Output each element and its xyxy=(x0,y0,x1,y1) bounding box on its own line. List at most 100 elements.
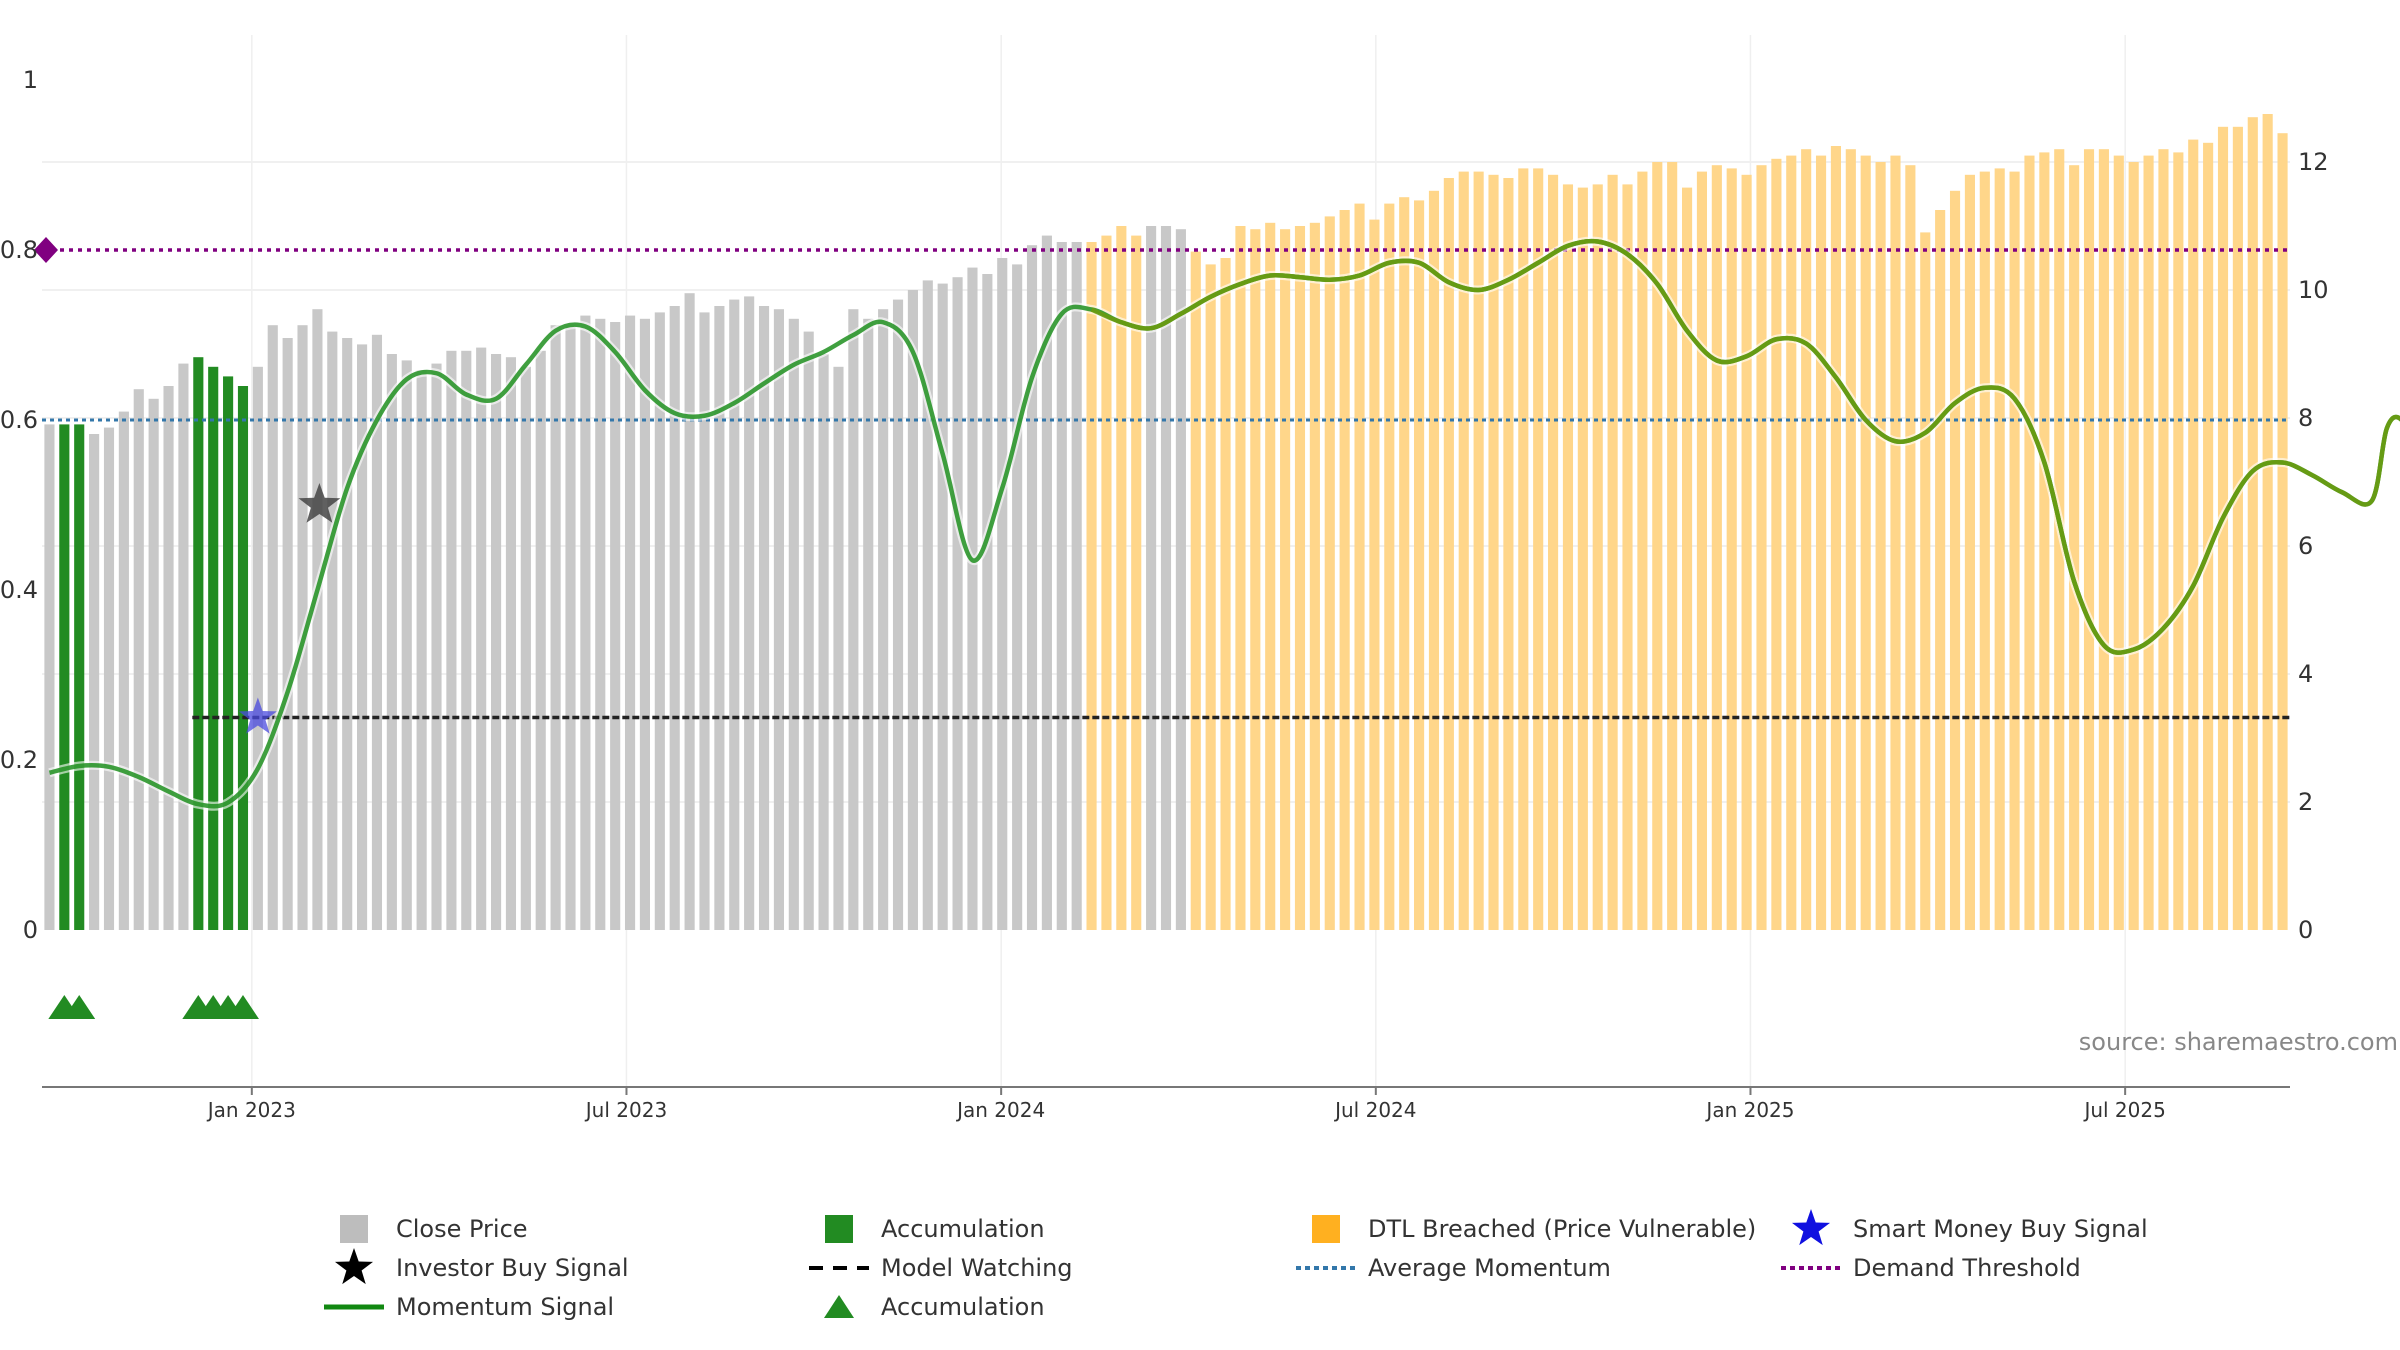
dtl-breached-bar xyxy=(1414,200,1425,930)
close-price-bar xyxy=(44,424,55,930)
dtl-breached-bar xyxy=(2009,171,2020,931)
x-tick-label: Jul 2024 xyxy=(1333,1098,1416,1122)
gray-square-icon xyxy=(340,1215,368,1243)
dtl-breached-bar xyxy=(1488,174,1499,931)
close-price-bar xyxy=(535,350,546,930)
close-price-bar xyxy=(773,309,784,930)
close-price-bar xyxy=(401,360,412,930)
dtl-breached-bar xyxy=(2128,162,2139,930)
dtl-breached-bar xyxy=(2069,165,2080,930)
right-tick-label: 2 xyxy=(2298,788,2313,816)
close-price-bar xyxy=(699,312,710,930)
legend-label: Close Price xyxy=(396,1215,528,1243)
close-price-bar xyxy=(505,357,517,930)
x-tick-label: Jul 2023 xyxy=(584,1098,667,1122)
close-price-bar xyxy=(595,318,606,930)
dtl-breached-bar xyxy=(2173,152,2184,930)
momentum-signal-line-dtl xyxy=(1090,238,2400,655)
close-price-bar xyxy=(103,427,115,930)
legend-item: Model Watching xyxy=(809,1254,1073,1282)
legend-item: Average Momentum xyxy=(1296,1254,1611,1282)
close-price-bar xyxy=(818,354,829,930)
dtl-breached-bar xyxy=(1190,251,1201,931)
close-price-bar xyxy=(1175,229,1186,930)
accumulation-bar xyxy=(208,366,219,930)
close-price-bar xyxy=(327,331,338,931)
dtl-breached-bar xyxy=(1920,232,1931,930)
close-price-bar xyxy=(803,331,814,931)
accumulation-bar xyxy=(74,424,85,930)
dtl-breached-bar xyxy=(2024,155,2035,931)
legend-item: Close Price xyxy=(340,1215,528,1243)
dtl-breached-bar xyxy=(1533,168,1544,930)
close-price-bar xyxy=(907,290,918,930)
dtl-breached-bar xyxy=(1652,162,1663,930)
dtl-breached-bar xyxy=(1577,187,1588,931)
dtl-breached-bar xyxy=(1458,171,1469,931)
dtl-breached-bar xyxy=(2217,126,2229,931)
close-price-bar xyxy=(952,277,963,930)
dtl-breached-bar xyxy=(1875,162,1886,930)
close-price-bar xyxy=(937,283,948,931)
dtl-breached-bar xyxy=(1696,171,1708,931)
left-tick-label: 0 xyxy=(23,916,38,944)
dtl-breached-bar xyxy=(1294,226,1306,930)
dtl-breached-bar xyxy=(2098,149,2109,930)
left-tick-label: 0.8 xyxy=(0,236,38,264)
dtl-breached-bar xyxy=(2158,149,2169,930)
x-tick-label: Jan 2023 xyxy=(206,1098,296,1122)
x-tick-label: Jan 2025 xyxy=(1704,1098,1794,1122)
close-price-bar xyxy=(461,350,472,930)
dtl-breached-bar xyxy=(1949,190,1961,931)
dtl-breached-bar xyxy=(2277,133,2288,930)
dtl-breached-bar xyxy=(1428,190,1440,931)
dtl-breached-bar xyxy=(1220,258,1231,930)
black-star-icon xyxy=(334,1248,374,1285)
dtl-breached-bar xyxy=(1607,174,1618,931)
dtl-breached-bar xyxy=(2083,149,2095,930)
close-price-bar xyxy=(446,350,457,930)
orange-square-icon xyxy=(1312,1215,1340,1243)
legend-item: Smart Money Buy Signal xyxy=(1791,1209,2148,1246)
dtl-breached-bar xyxy=(1786,155,1797,931)
close-price-bar xyxy=(967,267,978,931)
dtl-breached-bar xyxy=(1637,171,1648,931)
dtl-breached-bar xyxy=(1622,184,1633,930)
left-tick-label: 0.2 xyxy=(0,746,38,774)
close-price-bar xyxy=(892,299,904,931)
dtl-breached-bar xyxy=(1890,155,1901,931)
close-price-bar xyxy=(148,398,159,930)
investor-buy-star-icon xyxy=(298,483,341,523)
accumulation-bar xyxy=(237,386,249,930)
right-tick-label: 10 xyxy=(2298,276,2329,304)
dtl-breached-bar xyxy=(1979,171,1990,931)
dtl-breached-bar xyxy=(1503,178,1514,930)
dtl-breached-bar xyxy=(1741,174,1752,931)
demand-threshold-marker xyxy=(34,237,58,263)
dtl-breached-bar xyxy=(1250,229,1261,930)
accumulation-bar xyxy=(193,357,204,930)
dtl-breached-bar xyxy=(1994,168,2005,930)
close-price-bar xyxy=(416,370,427,930)
close-price-bar xyxy=(997,258,1008,930)
legend-label: Investor Buy Signal xyxy=(396,1254,629,1282)
axes: Jan 2023 Jul 2023 Jan 2024 Jul 2024 Jan 2025… xyxy=(0,66,2329,1122)
dtl-breached-bar xyxy=(1518,168,1529,930)
close-price-bar xyxy=(669,306,680,930)
dtl-breached-bar xyxy=(2262,114,2273,930)
close-price-bar xyxy=(118,411,129,931)
close-price-bar xyxy=(982,274,993,930)
close-price-bar xyxy=(610,322,621,930)
dtl-breached-bar xyxy=(1384,203,1395,931)
price-bars xyxy=(44,114,2288,931)
green-triangle-icon xyxy=(824,1295,854,1318)
dtl-breached-bar xyxy=(1592,184,1603,930)
dtl-breached-bar xyxy=(1860,155,1871,931)
dtl-breached-bar xyxy=(1324,216,1335,930)
dtl-breached-bar xyxy=(2247,117,2258,930)
dtl-breached-bar xyxy=(1086,242,1097,930)
accumulation-bar xyxy=(59,424,70,930)
dtl-breached-bar xyxy=(1280,229,1291,930)
dtl-breached-bar xyxy=(1905,165,1916,930)
dtl-breached-bar xyxy=(1205,264,1216,930)
